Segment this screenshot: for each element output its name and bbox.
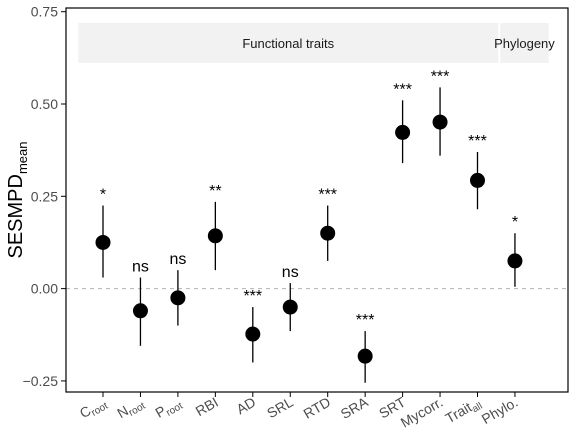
y-axis-title-sub: mean <box>15 142 30 175</box>
data-point <box>170 290 186 306</box>
x-tick-label-main: SRL <box>264 394 296 422</box>
x-tick-label-main: Trait <box>443 399 475 427</box>
facet-strip <box>500 23 549 63</box>
significance-label: *** <box>431 68 450 85</box>
y-tick-label: −0.25 <box>23 373 59 389</box>
data-point <box>395 124 411 140</box>
significance-label: *** <box>243 288 262 305</box>
y-tick-label: 0.00 <box>31 281 58 297</box>
x-tick-label-main: RBI <box>193 394 221 420</box>
data-point <box>357 348 373 364</box>
significance-label: *** <box>468 133 487 150</box>
x-tick-label-main: AD <box>233 394 258 418</box>
error-bars <box>102 87 516 383</box>
data-point <box>470 172 485 188</box>
x-tick-label-main: SRA <box>338 393 372 422</box>
x-tick-label-sub: root <box>90 401 111 419</box>
data-point <box>245 326 261 342</box>
x-tick-label: Proot <box>152 394 185 424</box>
significance-label: ns <box>169 251 186 268</box>
x-tick-label-main: Phylo. <box>479 394 521 427</box>
significance-label: *** <box>318 187 337 204</box>
x-tick-label: SRL <box>264 394 296 422</box>
x-tick-label-main: Mycorr. <box>398 394 446 431</box>
x-tick-label: Nroot <box>114 394 147 424</box>
x-tick-label-sub: root <box>164 401 185 419</box>
data-points <box>95 114 523 364</box>
significance-label: * <box>100 187 106 204</box>
x-tick-label: Phylo. <box>479 394 521 427</box>
x-tick-label: RBI <box>193 394 221 420</box>
facet-strip <box>78 23 499 63</box>
data-point <box>132 303 148 319</box>
x-tick-label: Traitall <box>443 394 485 429</box>
x-tick-label-sub: root <box>127 401 148 419</box>
data-point <box>282 299 298 315</box>
x-tick-label: Croot <box>77 394 110 424</box>
significance-label: *** <box>393 81 412 98</box>
data-point <box>207 228 223 244</box>
data-point <box>432 114 448 130</box>
y-axis: −0.25 0.00 0.25 0.50 0.75 <box>23 4 66 389</box>
data-point <box>95 234 111 250</box>
significance-label: *** <box>356 312 375 329</box>
significance-label: ns <box>282 264 299 281</box>
data-point <box>507 253 523 269</box>
x-tick-label-main: RTD <box>300 394 333 422</box>
y-axis-label: SESMPDmean <box>5 142 30 259</box>
data-point <box>320 225 336 241</box>
x-tick-label-sub: all <box>470 401 484 416</box>
y-tick-label: 0.50 <box>31 96 58 112</box>
facet-strip-label: Functional traits <box>242 36 334 51</box>
significance-label: ** <box>209 183 221 200</box>
x-tick-label: AD <box>233 394 258 418</box>
facet-strips: Functional traits Phylogeny <box>78 23 555 63</box>
significance-labels: *ns ns*****ns**************** <box>100 68 518 329</box>
y-tick-label: 0.75 <box>31 4 58 20</box>
x-tick-label: Mycorr. <box>398 394 446 431</box>
x-tick-label: SRA <box>338 393 372 422</box>
facet-strip-label: Phylogeny <box>494 36 555 51</box>
y-axis-title-main: SESMPD <box>5 174 27 258</box>
y-axis-title: SESMPDmean <box>5 142 30 259</box>
x-axis: Croot Nroot Proot RBI AD SRL RTD SRA SRTMycorr.T… <box>77 392 521 431</box>
x-tick-label: RTD <box>300 394 333 422</box>
panel-border <box>65 7 569 393</box>
significance-label: * <box>512 214 518 231</box>
y-tick-label: 0.25 <box>31 188 58 204</box>
significance-label: ns <box>132 259 149 276</box>
